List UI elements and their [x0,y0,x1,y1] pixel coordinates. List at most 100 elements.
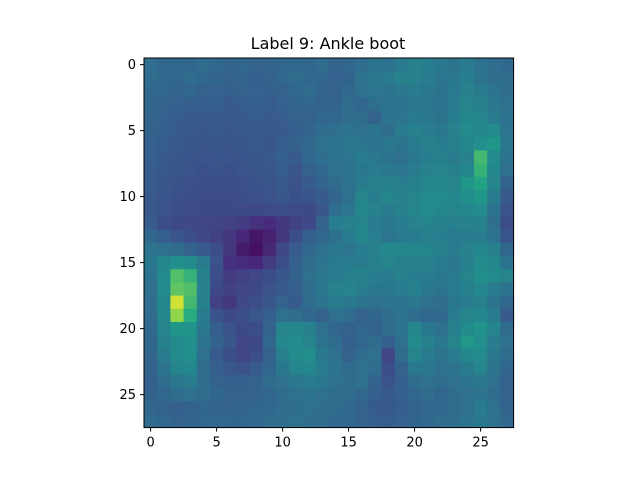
heatmap-cell [196,84,211,98]
heatmap-cell [249,190,264,204]
heatmap-cell [315,137,330,151]
heatmap-cell [276,229,290,244]
heatmap-cell [408,150,422,164]
heatmap-cell [447,388,462,402]
heatmap-cell [236,388,250,402]
heatmap-cell [328,216,343,230]
heatmap-cell [170,176,184,191]
heatmap-cell [302,150,316,164]
heatmap-cell [500,256,514,270]
heatmap-cell [262,71,277,85]
heatmap-cell [144,71,158,85]
heatmap-cell [474,203,488,217]
heatmap-cell [434,414,448,428]
heatmap-cell [196,388,211,402]
heatmap-cell [408,322,422,336]
heatmap-cell [157,401,171,415]
heatmap-cell [249,374,264,389]
heatmap-cell [223,256,237,270]
heatmap-cell [328,348,343,362]
heatmap-cell [302,269,316,283]
heatmap-cell [368,203,382,217]
heatmap-cell [487,242,501,257]
heatmap-cell [196,295,211,310]
heatmap-cell [144,124,158,138]
heatmap-cell [315,295,330,310]
heatmap-cell [262,216,277,230]
heatmap-cell [447,150,462,164]
heatmap-cell [144,269,158,283]
heatmap-cell [460,374,475,389]
heatmap-cell [355,110,369,125]
heatmap-cell [381,269,396,283]
heatmap-cell [421,361,435,376]
heatmap-cell [302,124,316,138]
heatmap-cell [315,110,330,125]
heatmap-cell [421,229,435,244]
heatmap-cell [289,84,303,98]
heatmap-cell [408,269,422,283]
heatmap-cell [223,322,237,336]
heatmap-cell [196,150,211,164]
heatmap-cell [394,203,409,217]
heatmap-cell [157,84,171,98]
heatmap-cell [157,322,171,336]
heatmap-cell [249,84,264,98]
heatmap-cell [328,322,343,336]
heatmap-cell [144,322,158,336]
heatmap-cell [249,58,264,72]
heatmap-cell [460,308,475,323]
heatmap-cell [249,137,264,151]
heatmap-cell [368,84,382,98]
heatmap-cell [276,335,290,349]
heatmap-cell [394,190,409,204]
heatmap-cell [408,58,422,72]
heatmap-cell [144,388,158,402]
heatmap-cell [408,71,422,85]
heatmap-cell [381,388,396,402]
heatmap-cell [381,229,396,244]
heatmap-cell [236,401,250,415]
heatmap-cell [302,190,316,204]
heatmap-cell [183,229,198,244]
heatmap-cell [302,414,316,428]
heatmap-cell [223,124,237,138]
heatmap-cell [474,401,488,415]
heatmap-cell [434,176,448,191]
heatmap-cell [474,335,488,349]
heatmap-cell [315,58,330,72]
heatmap-cell [474,71,488,85]
heatmap-cell [434,137,448,151]
heatmap-cell [236,203,250,217]
heatmap-cell [249,401,264,415]
heatmap-cell [183,256,198,270]
heatmap-cell [249,203,264,217]
heatmap-cell [196,414,211,428]
heatmap-cell [421,348,435,362]
heatmap-cell [447,163,462,178]
heatmap-cell [170,348,184,362]
heatmap-cell [474,124,488,138]
heatmap-cell [196,308,211,323]
heatmap-cell [474,58,488,72]
heatmap-cell [342,401,356,415]
heatmap-cell [262,137,277,151]
heatmap-cell [381,374,396,389]
heatmap-cell [368,97,382,112]
heatmap-cell [144,348,158,362]
heatmap-cell [447,242,462,257]
heatmap-cell [421,71,435,85]
heatmap-cell [500,401,514,415]
heatmap-cell [223,388,237,402]
heatmap-cell [183,84,198,98]
heatmap-cell [434,110,448,125]
heatmap-cell [408,414,422,428]
heatmap-cell [447,137,462,151]
heatmap-cell [276,256,290,270]
heatmap-cell [276,242,290,257]
heatmap-cell [302,388,316,402]
heatmap-cell [236,348,250,362]
heatmap-cell [394,308,409,323]
heatmap-cell [328,335,343,349]
